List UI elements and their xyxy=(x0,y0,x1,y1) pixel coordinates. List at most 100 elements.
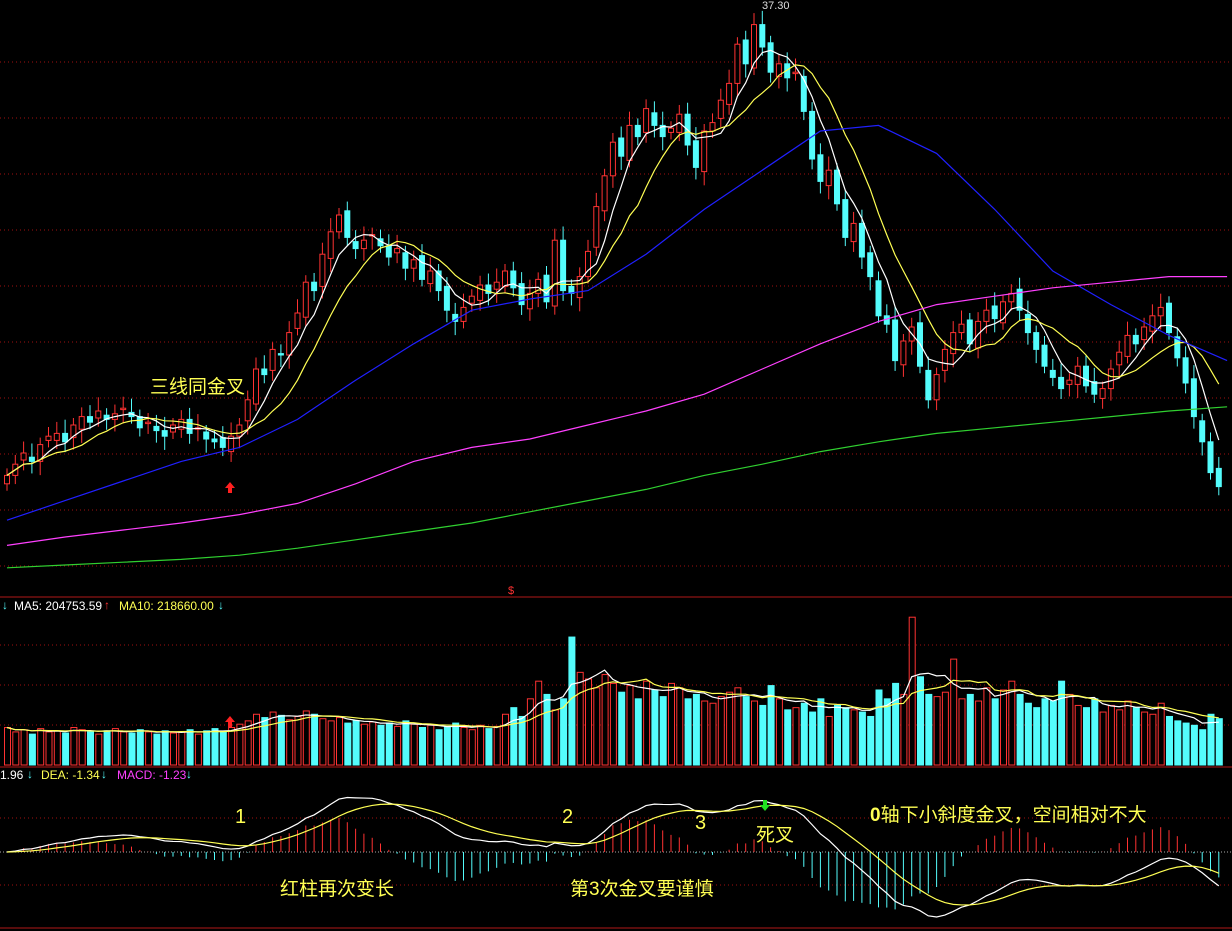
volume-bar xyxy=(576,671,584,766)
candle-body xyxy=(1132,334,1139,345)
buy-arrow-icon xyxy=(225,716,235,727)
volume-bar xyxy=(850,709,858,766)
volume-bar xyxy=(734,687,742,766)
volume-bar xyxy=(1215,718,1223,766)
volume-bar xyxy=(560,698,568,766)
volume-bar xyxy=(925,693,933,766)
volume-bar xyxy=(958,698,966,766)
candle-body xyxy=(286,332,293,356)
volume-bar xyxy=(95,733,103,766)
volume-bar xyxy=(1207,713,1215,766)
volume-bar xyxy=(609,682,617,766)
candle-body xyxy=(1066,379,1073,385)
candle-body xyxy=(327,231,334,259)
volume-bar xyxy=(20,729,28,766)
volume-bar xyxy=(120,731,128,766)
volume-bar xyxy=(842,707,850,766)
volume-bar xyxy=(1008,680,1016,766)
volume-bar xyxy=(668,682,675,766)
down-arrow-icon: ↓ xyxy=(186,767,192,781)
up-arrow-icon: ↑ xyxy=(104,598,110,612)
candle-body xyxy=(443,285,450,311)
volume-bar xyxy=(37,728,45,766)
volume-bar xyxy=(377,724,385,766)
candle-body xyxy=(1124,334,1131,357)
macd-dea-line xyxy=(6,803,1220,906)
volume-bar xyxy=(369,721,377,766)
volume-bar xyxy=(468,729,476,766)
volume-bar xyxy=(452,722,460,766)
candle-body xyxy=(1016,288,1023,311)
volume-bar xyxy=(87,731,94,766)
volume-bar xyxy=(161,730,169,766)
annotation-death-cross: 死叉 xyxy=(756,825,795,846)
volume-bar xyxy=(28,733,36,766)
ma60-line xyxy=(6,276,1228,546)
volume-bar xyxy=(775,698,783,766)
volume-bar xyxy=(1149,713,1157,766)
candle-body xyxy=(502,270,508,287)
candle-body xyxy=(585,250,591,278)
candle-body xyxy=(958,323,965,334)
volume-bar xyxy=(344,722,352,766)
volume-bar xyxy=(593,687,601,766)
death-cross-arrow-icon xyxy=(760,800,770,811)
volume-bar xyxy=(294,715,302,766)
volume-bar xyxy=(651,689,659,766)
candle-body xyxy=(842,199,849,238)
candle-body xyxy=(1033,332,1040,350)
volume-bar xyxy=(966,693,974,766)
volume-bar xyxy=(336,717,343,766)
candle-body xyxy=(709,122,716,132)
volume-bar xyxy=(941,691,949,766)
volume-bar xyxy=(153,733,161,766)
candle-body xyxy=(53,432,60,441)
volume-bar xyxy=(875,689,883,766)
candle-body xyxy=(120,407,127,411)
annotation-cross-2: 2 xyxy=(562,806,574,828)
volume-bar xyxy=(53,730,61,766)
macd-dea-legend: DEA: -1.34 xyxy=(41,768,100,782)
candle-body xyxy=(668,127,674,133)
candle-body xyxy=(62,432,69,443)
candle-body xyxy=(302,281,309,318)
candle-body xyxy=(1099,388,1106,399)
macd-dif-line xyxy=(6,796,1220,918)
volume-bar xyxy=(228,727,236,766)
candle-body xyxy=(219,437,226,448)
volume-bar xyxy=(502,713,509,766)
volume-bar xyxy=(253,713,260,766)
candle-body xyxy=(551,239,558,307)
candle-body xyxy=(269,348,276,371)
candle-body xyxy=(867,252,874,278)
candle-body xyxy=(850,222,857,243)
candle-body xyxy=(759,24,766,48)
candle-body xyxy=(244,399,251,422)
candle-body xyxy=(767,42,774,73)
candle-body xyxy=(1190,378,1197,418)
candle-body xyxy=(203,431,210,440)
volume-bar xyxy=(900,693,908,766)
volume-bar xyxy=(1083,707,1090,766)
volume-bar xyxy=(62,732,70,766)
candle-body xyxy=(734,43,741,84)
volume-bar xyxy=(800,702,808,766)
down-arrow-icon: ↓ xyxy=(218,598,224,612)
volume-bar xyxy=(103,730,111,766)
candle-body xyxy=(277,353,284,356)
macd-dif-legend: 1.96 xyxy=(0,768,24,782)
candle-body xyxy=(410,259,417,269)
volume-bar xyxy=(1091,698,1099,766)
volume-bar xyxy=(145,731,153,766)
volume-bar xyxy=(551,709,559,766)
candle-body xyxy=(1157,306,1164,317)
annotation-cross-1: 1 xyxy=(235,806,247,828)
candle-body xyxy=(294,312,301,329)
candle-body xyxy=(385,245,392,258)
annotation-third-cross: 第3次金叉要谨慎 xyxy=(570,879,714,900)
candle-body xyxy=(775,63,782,77)
volume-bar xyxy=(784,709,792,766)
candle-body xyxy=(1024,313,1031,334)
volume-bar xyxy=(311,713,319,766)
candle-body xyxy=(742,39,749,65)
